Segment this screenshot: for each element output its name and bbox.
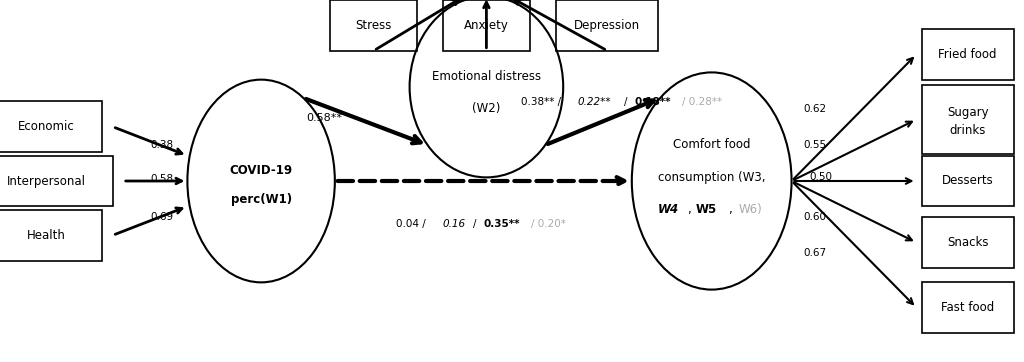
Text: W6): W6) [738, 203, 763, 216]
Text: W4: W4 [658, 203, 679, 216]
Text: 0.50: 0.50 [809, 172, 831, 182]
Text: Interpersonal: Interpersonal [6, 174, 86, 188]
Text: consumption (W3,: consumption (W3, [658, 171, 765, 184]
Text: Stress: Stress [355, 19, 392, 32]
Text: 0.04 /: 0.04 / [396, 219, 426, 230]
Text: / 0.20*: / 0.20* [531, 219, 566, 230]
Text: 0.60: 0.60 [804, 212, 826, 222]
Text: Snacks: Snacks [947, 236, 988, 249]
Text: 0.67: 0.67 [804, 248, 827, 258]
Text: / 0.28**: / 0.28** [682, 97, 722, 106]
Text: /: / [473, 219, 476, 230]
Text: Economic: Economic [17, 120, 75, 133]
Text: /: / [625, 97, 631, 106]
Text: 0.18**: 0.18** [635, 97, 671, 106]
Text: ,: , [687, 203, 691, 216]
Text: COVID-19: COVID-19 [229, 164, 293, 177]
Text: 0.35**: 0.35** [483, 219, 520, 230]
Text: drinks: drinks [949, 124, 986, 137]
Text: Depression: Depression [574, 19, 640, 32]
Text: Comfort food: Comfort food [673, 138, 751, 151]
Text: Desserts: Desserts [942, 174, 993, 188]
Text: Fried food: Fried food [938, 48, 997, 61]
Text: perc(W1): perc(W1) [230, 193, 292, 206]
Text: 0.62: 0.62 [804, 104, 827, 114]
Text: 0.58: 0.58 [151, 174, 173, 184]
Text: 0.69: 0.69 [151, 212, 173, 222]
Text: 0.22**: 0.22** [578, 97, 610, 106]
Text: Sugary: Sugary [947, 106, 988, 119]
Text: 0.55: 0.55 [804, 140, 827, 150]
Text: ,: , [728, 203, 732, 216]
Text: 0.38: 0.38 [151, 140, 173, 150]
Text: Anxiety: Anxiety [464, 19, 509, 32]
Text: W5: W5 [696, 203, 717, 216]
Text: Fast food: Fast food [941, 301, 994, 314]
Text: 0.16: 0.16 [442, 219, 466, 230]
Text: (W2): (W2) [472, 102, 501, 115]
Text: 0.38** /: 0.38** / [521, 97, 561, 106]
Text: Emotional distress: Emotional distress [432, 70, 541, 83]
Text: 0.58**: 0.58** [306, 113, 343, 123]
Text: Health: Health [27, 229, 66, 242]
